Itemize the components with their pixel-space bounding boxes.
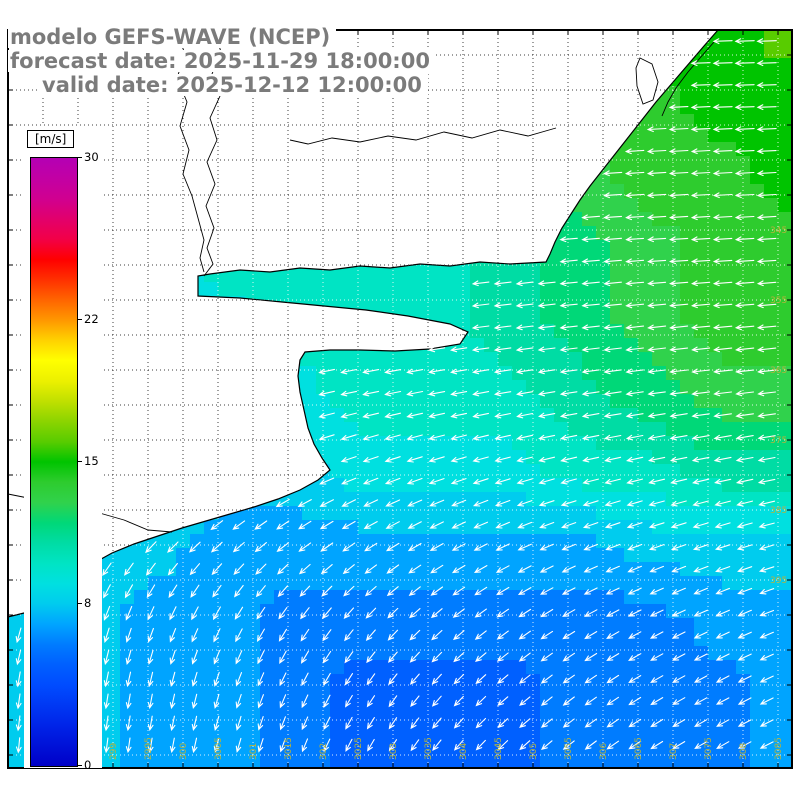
wind-arrows-layer — [15, 38, 777, 754]
lon-label: 2995 — [144, 737, 154, 760]
river-line — [661, 41, 715, 117]
colorbar-tick-30: 30 — [84, 150, 99, 164]
lat-label: 385 — [770, 506, 787, 516]
valid-date-label: valid date: 2025-12-12 12:00:00 — [40, 74, 428, 96]
lon-label: 3025 — [354, 737, 364, 760]
lon-label: 3015 — [284, 737, 294, 760]
lon-label: 308 — [739, 743, 749, 760]
colorbar-tick-mark — [77, 157, 82, 158]
lagoon-outline — [635, 57, 659, 105]
lon-label: 300 — [179, 743, 189, 760]
lat-label: 395 — [770, 576, 787, 586]
lon-label: 306 — [599, 743, 609, 760]
lon-label: 304 — [459, 743, 469, 760]
colorbar-tick-mark — [77, 765, 82, 766]
lon-label: 3005 — [214, 737, 224, 760]
lon-label: 3085 — [774, 737, 784, 760]
lon-label: 301 — [249, 743, 259, 760]
lat-label: 355 — [770, 296, 787, 306]
lat-label: 345 — [770, 226, 787, 236]
colorbar-tick-22: 22 — [84, 312, 99, 327]
lat-label: 375 — [770, 436, 787, 446]
model-title: modelo GEFS-WAVE (NCEP) — [8, 26, 337, 48]
lon-label: 3075 — [704, 737, 714, 760]
lon-label: 3045 — [494, 737, 504, 760]
coastline — [7, 29, 720, 618]
lon-label: 299 — [109, 743, 119, 760]
colorbar-tick-0: 0 — [84, 758, 92, 772]
map-border — [7, 29, 793, 769]
colorbar-tick-8: 8 — [84, 595, 92, 610]
lon-label: 302 — [319, 743, 329, 760]
river-line — [289, 127, 557, 145]
forecast-date-label: forecast date: 2025-11-29 18:00:00 — [8, 50, 436, 72]
lon-label: 303 — [389, 743, 399, 760]
lon-label: 3065 — [634, 737, 644, 760]
colorbar-tick-mark — [77, 461, 82, 462]
land-mass — [7, 29, 720, 618]
lon-label: 3035 — [424, 737, 434, 760]
colorbar-gradient — [30, 157, 78, 767]
lon-label: 3055 — [564, 737, 574, 760]
lon-label: 307 — [669, 743, 679, 760]
colorbar-tick-mark — [77, 319, 82, 321]
colorbar-tick-mark — [77, 602, 82, 604]
lat-label: 365 — [770, 366, 787, 376]
colorbar-tick-15: 15 — [84, 454, 99, 468]
lon-label: 305 — [529, 743, 539, 760]
colorbar-unit-label: [m/s] — [27, 130, 75, 148]
